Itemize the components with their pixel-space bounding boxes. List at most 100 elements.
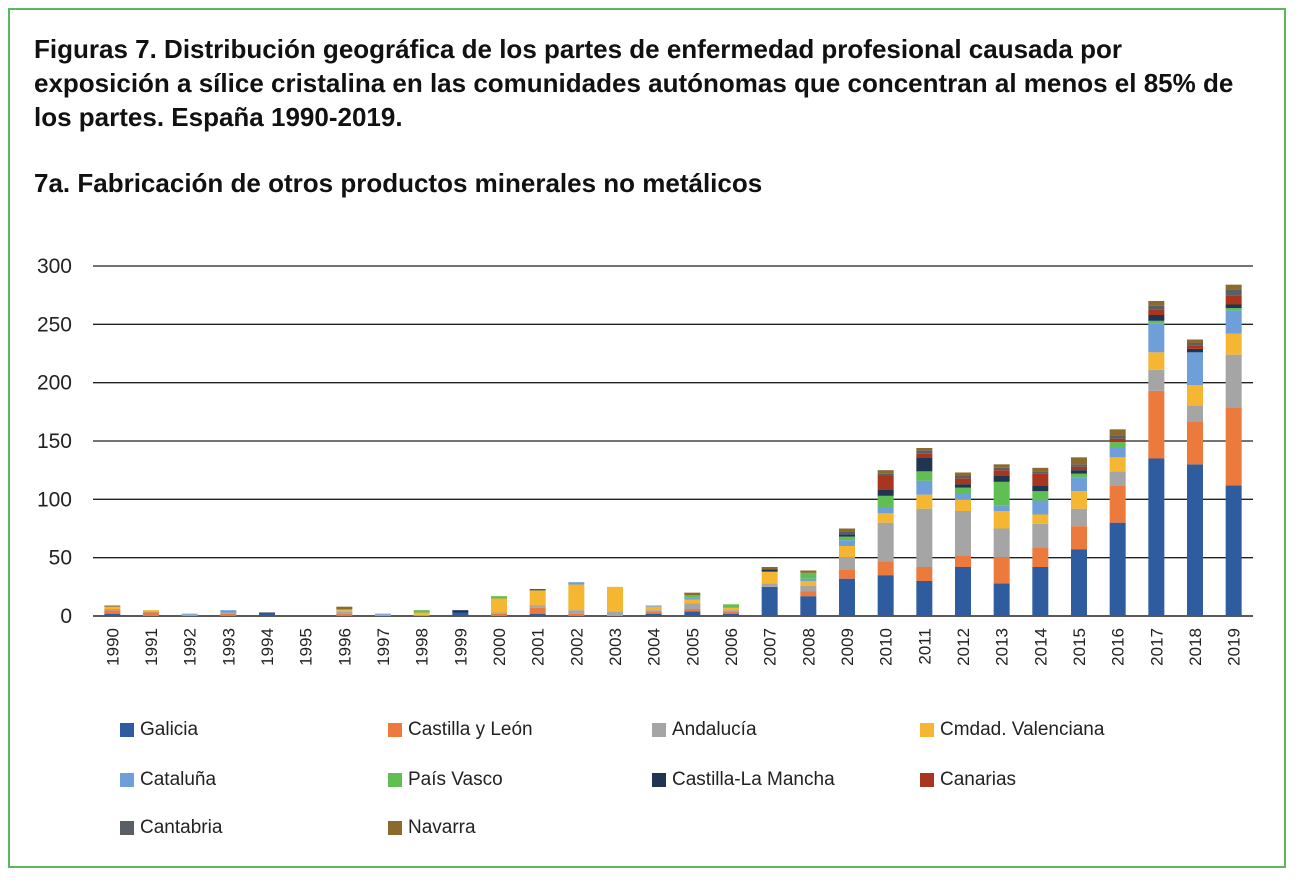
bar-2008-castilla-y-le-n	[800, 591, 817, 597]
x-tick-label-1991: 1991	[142, 628, 161, 666]
legend-label: Navarra	[408, 817, 476, 838]
bar-2015-castilla-la-mancha	[1071, 470, 1087, 474]
bar-2011-pa-s-vasco	[916, 471, 933, 481]
legend-item-castilla-la-mancha: Castilla-La Mancha	[652, 769, 835, 791]
x-tick-label-2002: 2002	[567, 628, 586, 666]
bar-2009-catalu-a	[839, 540, 855, 546]
bar-2014-cantabria	[1032, 471, 1049, 474]
bar-2013-castilla-la-mancha	[993, 476, 1010, 482]
y-tick-label-200: 200	[37, 372, 72, 395]
x-tick-label-1996: 1996	[335, 628, 354, 666]
bar-2005-andaluc-a	[684, 603, 701, 609]
chart-subtitle: 7a. Fabricación de otros productos miner…	[34, 168, 763, 198]
bar-2013-cantabria	[993, 467, 1010, 471]
bar-2018-galicia	[1187, 464, 1203, 616]
bar-2010-cantabria	[877, 473, 894, 476]
bar-2016-galicia	[1109, 522, 1126, 616]
bar-2018-cmdad-valenciana	[1187, 385, 1203, 406]
bar-1990-navarra	[104, 605, 121, 607]
legend-label: Cataluña	[140, 769, 217, 790]
bar-2004-catalu-a	[645, 605, 662, 607]
bar-2013-catalu-a	[993, 505, 1010, 511]
bar-1999-castilla-la-mancha	[452, 610, 469, 613]
legend-item-galicia: Galicia	[120, 719, 198, 741]
y-tick-label-50: 50	[49, 547, 72, 570]
legend-swatch	[388, 821, 402, 835]
bar-2010-andaluc-a	[877, 522, 894, 562]
bar-2006-galicia	[723, 613, 739, 616]
bar-1998-andaluc-a	[413, 614, 430, 616]
legend-label: Cmdad. Valenciana	[940, 719, 1105, 740]
bar-2010-galicia	[877, 575, 894, 616]
bar-2017-pa-s-vasco	[1148, 320, 1165, 324]
bar-2009-galicia	[839, 578, 855, 616]
bar-2017-andaluc-a	[1148, 369, 1165, 391]
legend-swatch	[388, 773, 402, 787]
bar-2019-catalu-a	[1225, 310, 1242, 334]
x-tick-label-2014: 2014	[1031, 628, 1050, 666]
bar-2018-navarra	[1187, 339, 1203, 343]
bar-1996-cmdad-valenciana	[336, 610, 353, 612]
bar-2007-navarra	[761, 567, 778, 570]
bar-2017-galicia	[1148, 458, 1165, 616]
bar-2019-cantabria	[1225, 289, 1242, 296]
bar-2000-andaluc-a	[491, 612, 507, 614]
bar-2017-castilla-y-le-n	[1148, 390, 1165, 459]
bar-2013-canarias	[993, 470, 1010, 476]
legend-swatch	[388, 723, 402, 737]
bar-1991-cmdad-valenciana	[143, 610, 159, 612]
legend-item-andaluc-a: Andalucía	[652, 719, 757, 741]
x-tick-label-2007: 2007	[761, 628, 780, 666]
x-tick-label-2016: 2016	[1109, 628, 1128, 666]
legend-item-cantabria: Cantabria	[120, 817, 222, 839]
x-tick-label-1993: 1993	[219, 628, 238, 666]
bar-2016-catalu-a	[1109, 448, 1126, 458]
y-tick-label-150: 150	[37, 430, 72, 453]
bar-1999-galicia	[452, 612, 469, 616]
bar-2004-cmdad-valenciana	[645, 606, 662, 611]
x-tick-label-2010: 2010	[877, 628, 896, 666]
bar-2011-castilla-la-mancha	[916, 457, 933, 472]
bar-2012-catalu-a	[955, 493, 971, 500]
bar-1990-cmdad-valenciana	[104, 606, 121, 609]
bar-2011-castilla-y-le-n	[916, 567, 933, 581]
bar-1990-galicia	[104, 613, 121, 616]
bar-2019-navarra	[1225, 284, 1242, 290]
bar-2004-galicia	[645, 613, 662, 616]
bar-2012-galicia	[955, 567, 971, 616]
bar-2010-cmdad-valenciana	[877, 513, 894, 523]
bar-2012-navarra	[955, 472, 971, 476]
bar-2001-galicia	[529, 613, 546, 616]
bar-1997-catalu-a	[375, 613, 391, 615]
bar-1991-andaluc-a	[143, 611, 159, 613]
bar-2012-canarias	[955, 478, 971, 485]
bar-2014-andaluc-a	[1032, 523, 1049, 548]
x-tick-label-1997: 1997	[374, 628, 393, 666]
y-tick-label-250: 250	[37, 313, 72, 336]
bar-2008-galicia	[800, 596, 817, 616]
bar-2005-castilla-y-le-n	[684, 609, 701, 612]
bar-2000-pa-s-vasco	[491, 596, 507, 599]
bar-2017-catalu-a	[1148, 323, 1165, 353]
legend-swatch	[652, 723, 666, 737]
bar-2013-galicia	[993, 583, 1010, 616]
bar-2016-cantabria	[1109, 435, 1126, 439]
legend-swatch	[120, 723, 134, 737]
x-tick-label-2000: 2000	[490, 628, 509, 666]
x-tick-label-2003: 2003	[606, 628, 625, 666]
bar-2015-navarra	[1071, 457, 1087, 465]
bar-1992-andaluc-a	[181, 614, 198, 616]
bar-2010-castilla-y-le-n	[877, 561, 894, 576]
bar-2019-cmdad-valenciana	[1225, 333, 1242, 355]
legend-label: Castilla y León	[408, 719, 533, 740]
bar-2001-cmdad-valenciana	[529, 590, 546, 606]
legend-swatch	[920, 723, 934, 737]
bar-2008-navarra	[800, 570, 817, 573]
legend-item-pa-s-vasco: País Vasco	[388, 769, 503, 791]
legend-label: Canarias	[940, 769, 1017, 790]
bar-2012-castilla-la-mancha	[955, 484, 971, 488]
legend-swatch	[920, 773, 934, 787]
bar-2017-canarias	[1148, 309, 1165, 315]
bar-2012-cantabria	[955, 476, 971, 479]
bar-2012-cmdad-valenciana	[955, 499, 971, 511]
